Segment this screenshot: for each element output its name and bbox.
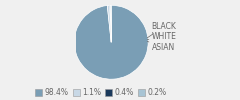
Wedge shape	[107, 5, 111, 42]
Wedge shape	[74, 5, 148, 79]
Legend: 98.4%, 1.1%, 0.4%, 0.2%: 98.4%, 1.1%, 0.4%, 0.2%	[32, 85, 170, 100]
Text: ASIAN: ASIAN	[147, 41, 175, 52]
Text: BLACK: BLACK	[147, 22, 177, 38]
Text: WHITE: WHITE	[147, 32, 177, 42]
Wedge shape	[110, 5, 111, 42]
Text: HISPANIC: HISPANIC	[0, 99, 1, 100]
